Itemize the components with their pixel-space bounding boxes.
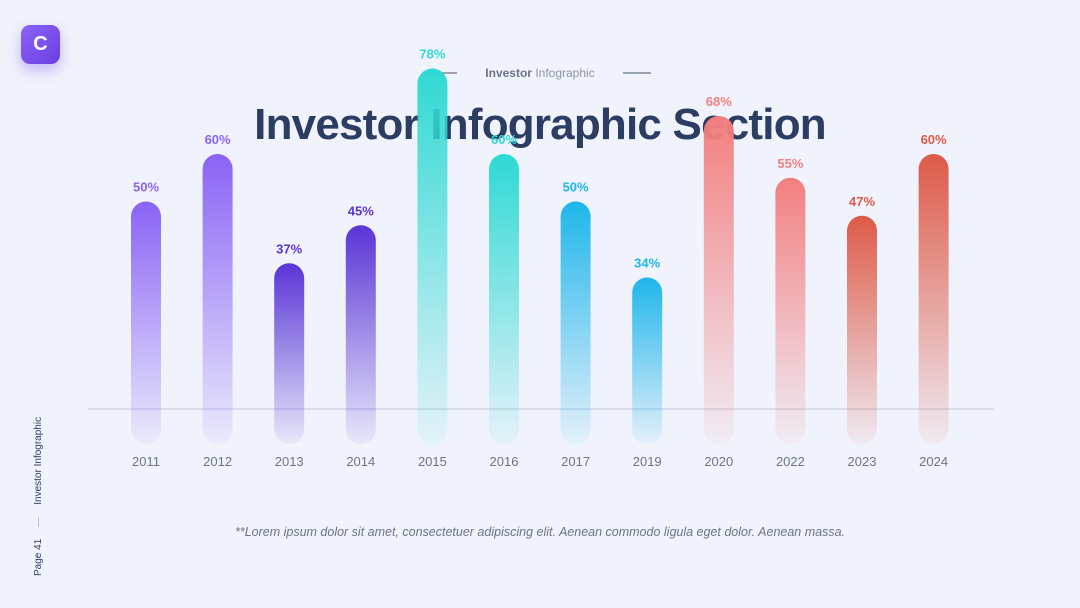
category-label-2016: 2016 [490, 454, 519, 469]
value-label-2014: 45% [348, 203, 374, 218]
bar-2014 [345, 225, 376, 444]
value-label-2017: 50% [563, 180, 589, 195]
category-label-2020: 2020 [704, 454, 733, 469]
subtitle-bold: Investor [485, 66, 532, 80]
value-label-2020: 68% [706, 94, 732, 109]
bar-2019 [632, 277, 663, 444]
category-label-2024: 2024 [919, 454, 948, 469]
value-label-2022: 55% [777, 156, 803, 171]
bar-2015 [417, 68, 448, 444]
side-label: Investor Infographic [33, 416, 44, 505]
value-label-2011: 50% [133, 180, 159, 195]
value-label-2023: 47% [849, 194, 875, 209]
bar-2013 [274, 263, 305, 444]
logo-icon[interactable]: C [21, 25, 60, 64]
side-page-label: Page 41 Investor Infographic [33, 417, 44, 576]
value-label-2015: 78% [419, 47, 445, 62]
subtitle-left-line [429, 72, 458, 74]
category-label-2023: 2023 [848, 454, 877, 469]
bar-2023 [847, 215, 877, 444]
bar-2012 [202, 154, 233, 444]
bar-2024 [918, 154, 949, 444]
subtitle-rest: Infographic [531, 66, 595, 80]
subtitle-right-line [622, 72, 651, 74]
value-label-2024: 60% [921, 132, 947, 147]
category-label-2017: 2017 [561, 454, 590, 469]
value-label-2019: 34% [634, 256, 660, 271]
footnote: **Lorem ipsum dolor sit amet, consectetu… [234, 525, 846, 539]
value-label-2013: 37% [276, 241, 302, 256]
side-separator [38, 516, 39, 527]
bar-2022 [775, 177, 806, 444]
bar-2011 [131, 201, 161, 444]
category-label-2014: 2014 [346, 454, 375, 469]
category-label-2022: 2022 [776, 454, 805, 469]
bar-2016 [489, 154, 519, 444]
category-label-2015: 2015 [418, 454, 447, 469]
subtitle-text: Investor Infographic [485, 66, 594, 80]
page-number: Page 41 [33, 538, 44, 576]
category-label-2019: 2019 [633, 454, 662, 469]
bar-2020 [703, 116, 734, 444]
bar-2017 [560, 201, 591, 444]
subtitle: Investor Infographic [0, 66, 1080, 80]
value-label-2016: 60% [491, 132, 517, 147]
category-label-2013: 2013 [275, 454, 304, 469]
category-label-2011: 2011 [132, 454, 160, 469]
bars-group: 50% 2011 60% 2012 37% 2013 45% 2014 78% 2015 60% 20… [131, 47, 949, 469]
category-label-2012: 2012 [203, 454, 232, 469]
value-label-2012: 60% [205, 132, 231, 147]
